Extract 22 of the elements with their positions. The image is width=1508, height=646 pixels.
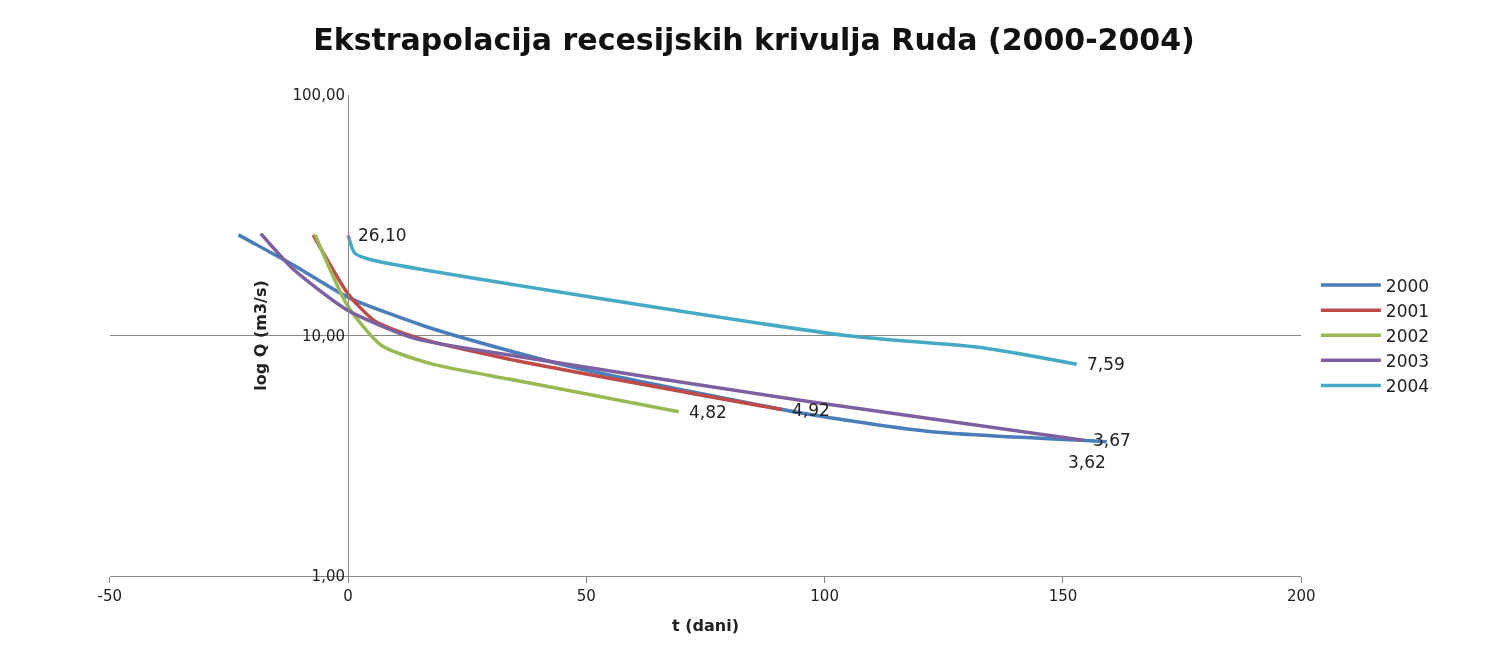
annotation: 7,59 [1087,354,1125,374]
x-tick-label: 150 [1048,587,1078,605]
legend-label: 2002 [1385,325,1430,346]
x-tick-label: -50 [97,587,122,605]
annotation: 4,82 [689,402,727,422]
annotation: 3,62 [1068,452,1106,472]
legend-label: 2001 [1385,300,1430,321]
legend-label: 2004 [1385,376,1430,397]
annotation: 26,10 [358,225,407,245]
chart-title: Ekstrapolacija recesijskih krivulja Ruda (2000-2004) [313,22,1195,58]
annotation: 3,67 [1093,430,1131,450]
x-tick-label: 0 [343,587,353,605]
x-tick-label: 50 [576,587,596,605]
y-tick-label: 100,00 [292,86,346,105]
x-tick-label: 100 [810,587,839,605]
legend-label: 2000 [1385,275,1430,296]
y-tick-label: 1,00 [311,567,346,586]
y-tick-label: 10,00 [302,326,346,345]
y-axis-title: log Q (m3/s) [251,280,271,391]
legend-label: 2003 [1385,350,1430,371]
x-axis-title: t (dani) [672,615,739,635]
x-tick-label: 200 [1286,587,1316,605]
